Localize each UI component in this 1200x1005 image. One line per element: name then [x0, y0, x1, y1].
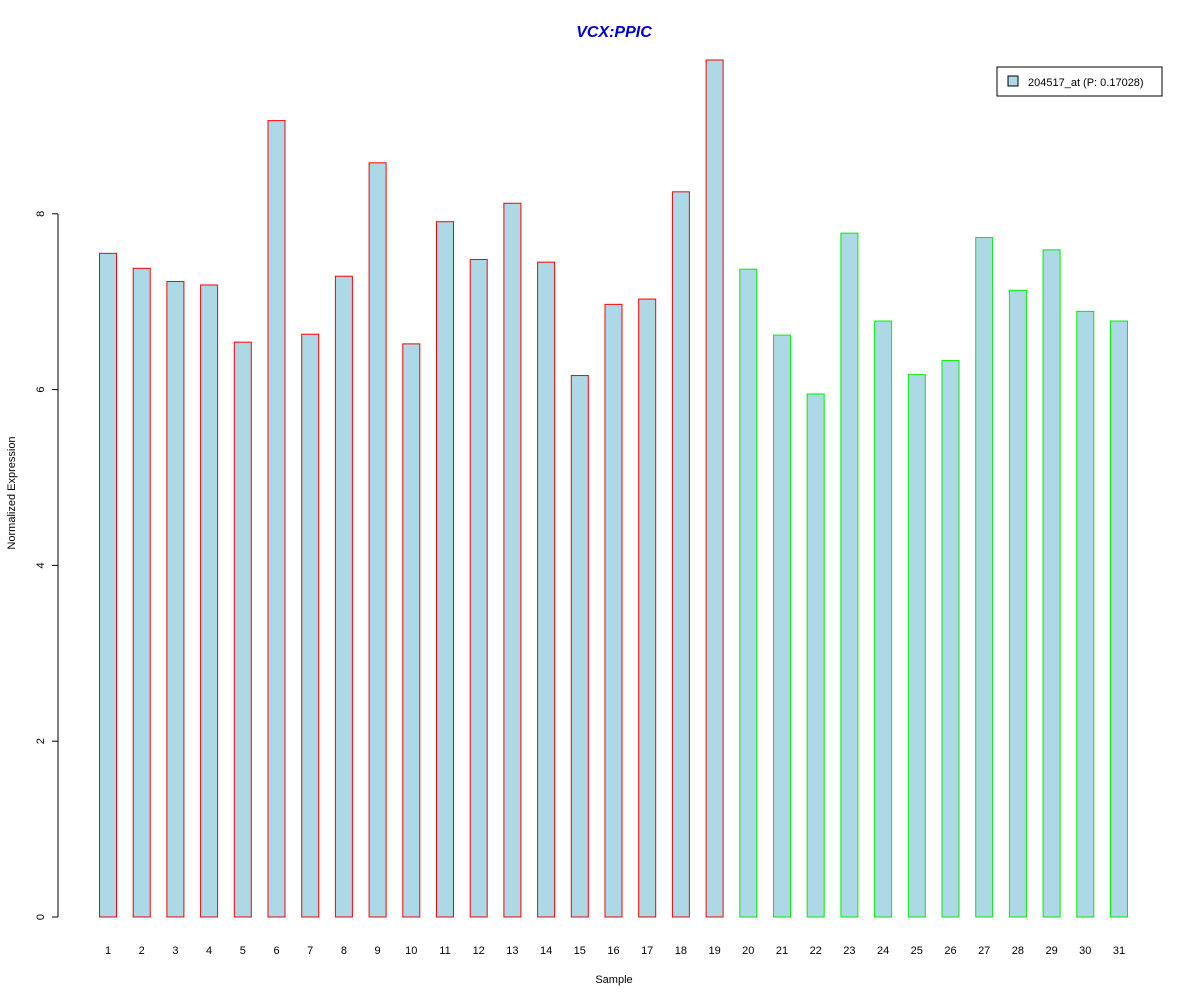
- bar-sample-11: [436, 221, 454, 918]
- legend: 204517_at (P: 0.17028): [996, 66, 1163, 97]
- bar-sample-6: [267, 120, 286, 918]
- x-tick-label: 21: [776, 945, 788, 957]
- x-tick-label: 19: [708, 945, 720, 957]
- x-tick-label: 30: [1079, 945, 1091, 957]
- x-tick-label: 24: [877, 945, 889, 957]
- x-tick-label: 7: [307, 945, 313, 957]
- bar-sample-2: [132, 267, 151, 918]
- bar-sample-27: [975, 237, 994, 918]
- bar-sample-30: [1076, 310, 1095, 918]
- bar-sample-1: [99, 252, 117, 918]
- bar-sample-18: [671, 191, 690, 918]
- bar-sample-28: [1008, 289, 1027, 918]
- x-tick-label: 17: [641, 945, 653, 957]
- x-tick-label: 11: [439, 945, 450, 957]
- x-axis-tick-labels: 1 2 3 4 5 6 7 8 9 10 11 12 13 14 15 16 17 18 19 20 21 22 23 24 2…: [105, 945, 1125, 957]
- y-tick-label: 8: [35, 211, 47, 217]
- x-tick-label: 15: [574, 945, 586, 957]
- x-tick-label: 23: [843, 945, 855, 957]
- x-tick-label: 10: [405, 945, 417, 957]
- x-axis-label: Sample: [595, 974, 632, 986]
- x-tick-label: 28: [1012, 945, 1024, 957]
- chart-title: VCX:PPIC: [576, 24, 652, 41]
- bar-sample-4: [200, 284, 219, 918]
- x-tick-label: 1: [105, 945, 111, 957]
- bar-sample-8: [334, 275, 353, 918]
- y-axis-ticks: 0 2 4 6 8: [35, 211, 58, 920]
- bar-sample-14: [537, 261, 556, 918]
- y-axis-label: Normalized Expression: [6, 436, 18, 549]
- bar-sample-10: [402, 343, 421, 918]
- bars-group: [99, 59, 1128, 918]
- x-tick-label: 4: [206, 945, 212, 957]
- bar-sample-26: [941, 360, 960, 918]
- legend-swatch: [1007, 75, 1019, 87]
- x-tick-label: 22: [810, 945, 822, 957]
- x-tick-label: 13: [506, 945, 518, 957]
- legend-box: [996, 66, 1163, 97]
- bar-sample-20: [739, 268, 758, 918]
- x-tick-label: 9: [375, 945, 381, 957]
- y-tick-label: 2: [35, 738, 47, 744]
- bar-sample-22: [806, 393, 825, 918]
- bar-sample-24: [874, 320, 893, 918]
- y-tick-label: 4: [35, 562, 47, 568]
- x-tick-label: 18: [675, 945, 687, 957]
- x-tick-label: 26: [944, 945, 956, 957]
- bar-sample-19: [705, 59, 724, 918]
- y-tick-label: 0: [35, 914, 47, 920]
- bar-sample-23: [840, 232, 859, 918]
- x-tick-label: 6: [273, 945, 279, 957]
- x-tick-label: 31: [1113, 945, 1125, 957]
- bar-sample-25: [907, 374, 926, 918]
- x-tick-label: 5: [240, 945, 246, 957]
- bar-sample-31: [1110, 320, 1128, 918]
- x-tick-label: 2: [139, 945, 145, 957]
- x-tick-label: 8: [341, 945, 347, 957]
- x-tick-label: 29: [1045, 945, 1057, 957]
- x-tick-label: 12: [473, 945, 485, 957]
- bar-sample-13: [503, 202, 522, 918]
- y-tick-label: 6: [35, 387, 47, 393]
- bar-sample-5: [233, 341, 252, 918]
- bar-sample-16: [604, 303, 623, 918]
- x-tick-label: 27: [978, 945, 990, 957]
- bar-sample-21: [773, 334, 791, 918]
- bar-sample-29: [1042, 249, 1061, 918]
- x-tick-label: 14: [540, 945, 552, 957]
- bar-sample-9: [368, 162, 387, 918]
- bar-sample-15: [570, 375, 589, 918]
- bar-sample-17: [638, 298, 657, 918]
- x-tick-label: 25: [911, 945, 923, 957]
- bar-sample-7: [301, 333, 320, 918]
- x-tick-label: 20: [742, 945, 754, 957]
- x-tick-label: 3: [172, 945, 178, 957]
- x-tick-label: 16: [607, 945, 619, 957]
- legend-label: 204517_at (P: 0.17028): [1028, 77, 1144, 89]
- bar-sample-12: [469, 259, 488, 918]
- bar-sample-3: [166, 280, 185, 918]
